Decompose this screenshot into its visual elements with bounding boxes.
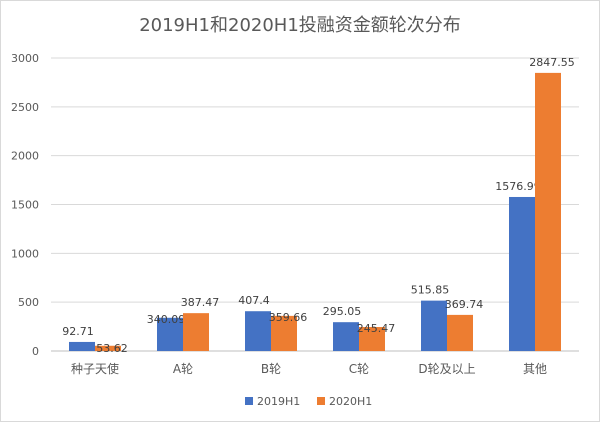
- chart-title: 2019H1和2020H1投融资金额轮次分布: [139, 15, 461, 36]
- x-tick-label: 种子天使: [71, 361, 119, 376]
- bar: [157, 317, 183, 351]
- legend-label: 2020H1: [329, 395, 372, 408]
- y-tick-label: 1000: [11, 247, 39, 260]
- x-tick-label: C轮: [349, 362, 369, 376]
- bar: [359, 327, 385, 351]
- bar: [69, 341, 95, 351]
- data-label: 369.74: [445, 298, 484, 311]
- bar: [95, 345, 121, 351]
- x-tick-label: B轮: [261, 362, 281, 376]
- y-tick-label: 0: [32, 345, 39, 358]
- x-tick-label: 其他: [523, 362, 547, 376]
- bar: [509, 196, 535, 351]
- data-label: 245.47: [357, 322, 396, 335]
- x-tick-label: A轮: [173, 362, 193, 376]
- data-label: 387.47: [181, 296, 220, 309]
- data-label: 295.05: [323, 305, 362, 318]
- bar: [245, 311, 271, 351]
- data-label: 340.09: [147, 313, 186, 326]
- legend-swatch: [317, 397, 325, 405]
- y-tick-label: 3000: [11, 52, 39, 65]
- data-label: 515.85: [411, 284, 450, 297]
- y-tick-label: 2500: [11, 101, 39, 114]
- legend-label: 2019H1: [257, 395, 300, 408]
- data-label: 53.62: [96, 342, 128, 355]
- bar: [271, 315, 297, 351]
- legend-swatch: [245, 397, 253, 405]
- y-tick-label: 1500: [11, 199, 39, 212]
- bar: [333, 322, 359, 351]
- data-label: 92.71: [62, 325, 94, 338]
- y-tick-label: 500: [18, 296, 39, 309]
- bar: [421, 300, 447, 351]
- data-label: 407.4: [238, 294, 270, 307]
- bar: [535, 72, 561, 351]
- y-tick-label: 2000: [11, 150, 39, 163]
- data-label: 359.66: [269, 311, 308, 324]
- x-tick-label: D轮及以上: [418, 362, 475, 376]
- bar: [447, 314, 473, 351]
- bar: [183, 313, 209, 351]
- data-label: 2847.55: [529, 56, 575, 69]
- data-label: 1576.99: [495, 180, 541, 193]
